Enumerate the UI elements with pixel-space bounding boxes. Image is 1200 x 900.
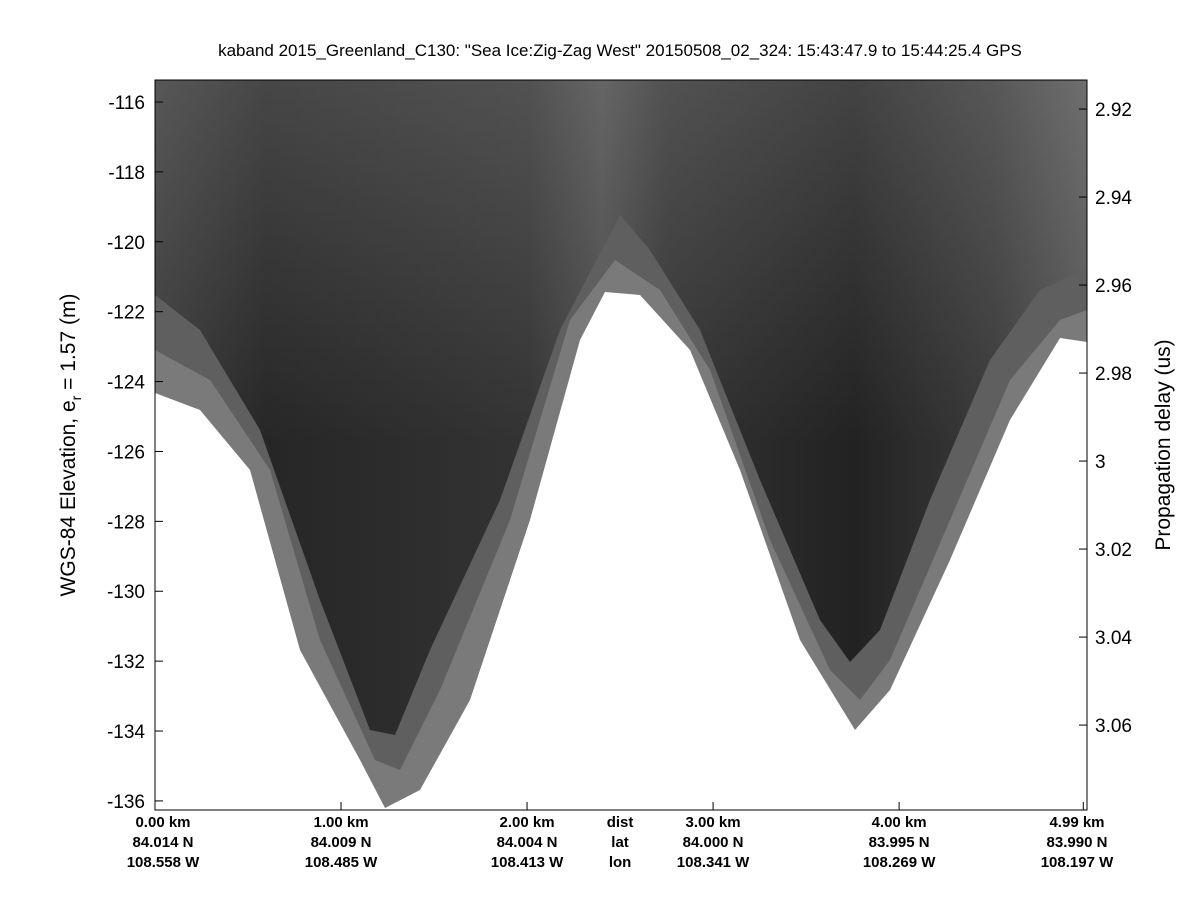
y-label-subscript: r (68, 395, 84, 400)
x-lon-label: 108.558 W (127, 854, 200, 871)
y-label-part: = 1.57 (m) (57, 294, 80, 396)
x-tick-label: 1.00 km (314, 814, 369, 831)
y-tick-label: -132 (107, 652, 145, 673)
y-tick-label: -136 (107, 792, 145, 813)
y2-tick-label: 2.96 (1095, 276, 1132, 297)
y-tick-label: -134 (107, 722, 145, 743)
y2-tick-label: 2.98 (1095, 364, 1132, 385)
x-row-label: lon (609, 854, 632, 871)
y-label-part: WGS-84 Elevation, e (57, 400, 80, 596)
y-tick-label: -116 (108, 93, 145, 114)
x-tick-label: 4.00 km (872, 814, 927, 831)
x-lat-label: 83.995 N (869, 834, 930, 851)
y2-axis-label: Propagation delay (us) (1152, 339, 1175, 550)
y-axis-label: WGS-84 Elevation, er = 1.57 (m) (57, 294, 84, 597)
plot-frame (154, 79, 1088, 811)
y2-tick-label: 3.02 (1095, 540, 1132, 561)
below-surface (155, 292, 1087, 810)
x-lat-label: 84.014 N (133, 834, 194, 851)
x-lon-label: 108.485 W (305, 854, 378, 871)
x-lat-label: 84.004 N (497, 834, 558, 851)
x-tick-label: 2.00 km (500, 814, 555, 831)
y2-tick-label: 2.94 (1095, 188, 1132, 209)
y-tick-label: -124 (107, 373, 145, 394)
y-tick-label: -130 (107, 582, 145, 603)
y2-tick-label: 3.04 (1095, 628, 1132, 649)
y2-tick-label: 3 (1095, 452, 1106, 473)
y-tick-label: -126 (107, 442, 145, 463)
x-lat-label: 83.990 N (1047, 834, 1108, 851)
x-lat-label: 84.009 N (311, 834, 372, 851)
echogram (155, 80, 1087, 810)
y2-tick-label: 3.06 (1095, 716, 1132, 737)
x-lon-label: 108.197 W (1041, 854, 1114, 871)
x-lon-label: 108.413 W (491, 854, 564, 871)
y-tick-label: -120 (107, 233, 145, 254)
x-row-label: dist (607, 814, 634, 831)
y-tick-label: -128 (107, 512, 145, 533)
x-lon-label: 108.341 W (677, 854, 750, 871)
x-lon-label: 108.269 W (863, 854, 936, 871)
y2-tick-label: 2.92 (1095, 100, 1132, 121)
x-row-label: lat (611, 834, 629, 851)
y-tick-label: -122 (107, 303, 145, 324)
x-tick-label: 0.00 km (135, 814, 190, 831)
x-tick-label: 3.00 km (686, 814, 741, 831)
x-tick-label: 4.99 km (1049, 814, 1104, 831)
chart-title: kaband 2015_Greenland_C130: "Sea Ice:Zig… (218, 41, 1022, 60)
y-tick-label: -118 (108, 163, 145, 184)
x-lat-label: 84.000 N (683, 834, 744, 851)
